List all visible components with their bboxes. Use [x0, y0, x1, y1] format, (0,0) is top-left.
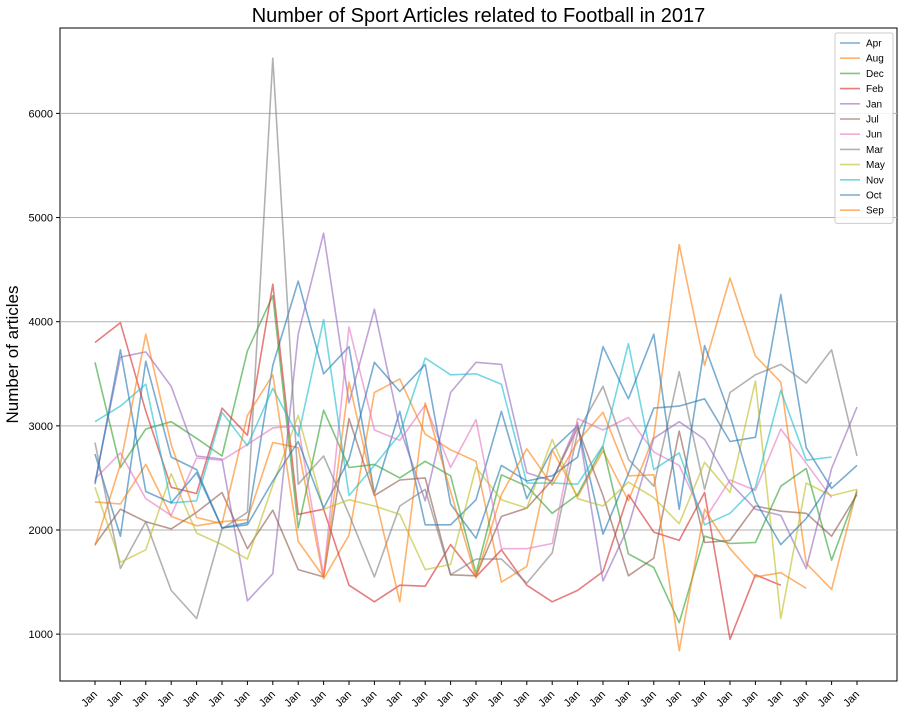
- x-tick-label: Jan: [663, 689, 684, 710]
- x-tick-label: Jan: [358, 689, 379, 710]
- series-line-feb: [94, 283, 782, 641]
- series-line-nov: [94, 318, 832, 526]
- x-tick-label: Jan: [130, 689, 151, 710]
- x-tick-label: Jan: [231, 689, 252, 710]
- x-tick-label: Jan: [409, 689, 430, 710]
- series-line-jun: [94, 326, 833, 577]
- x-tick-label: Jan: [638, 689, 659, 710]
- x-tick-label: Jan: [104, 689, 125, 710]
- x-tick-label: Jan: [714, 689, 735, 710]
- x-tick-label: Jan: [739, 689, 760, 710]
- x-tick-label: Jan: [333, 689, 354, 710]
- y-tick-label: 3000: [29, 421, 53, 433]
- x-tick-label: Jan: [282, 689, 303, 710]
- y-tick-label: 6000: [29, 108, 53, 120]
- legend-box: [834, 32, 894, 224]
- y-tick-label: 5000: [29, 213, 53, 225]
- x-tick-label: Jan: [257, 689, 278, 710]
- x-tick-label: Jan: [384, 689, 405, 710]
- grid-lines: [60, 112, 897, 635]
- legend-label-aug: Aug: [866, 54, 884, 65]
- x-tick-label: Jan: [435, 689, 456, 710]
- y-tick-label: 4000: [29, 317, 53, 329]
- plot-frame: [59, 27, 898, 682]
- y-axis-label: Number of articles: [3, 286, 22, 424]
- legend-label-dec: Dec: [866, 69, 884, 80]
- legend-label-nov: Nov: [866, 175, 884, 186]
- x-tick-label: Jan: [587, 689, 608, 710]
- series-line-sep: [94, 333, 807, 652]
- x-tick-label: Jan: [536, 689, 557, 710]
- legend-label-mar: Mar: [866, 145, 884, 156]
- legend-label-sep: Sep: [866, 206, 884, 217]
- y-tick-label: 1000: [29, 629, 53, 641]
- x-tick-label: Jan: [485, 689, 506, 710]
- legend[interactable]: Apr Aug Dec Feb Jan Jul Jun Mar May Nov Oct Sep: [834, 32, 894, 224]
- x-tick-label: Jan: [511, 689, 532, 710]
- x-tick-label: Jan: [841, 689, 862, 710]
- legend-label-jul: Jul: [866, 115, 879, 126]
- y-tick-label: 2000: [29, 525, 53, 537]
- series-line-jan: [94, 232, 858, 602]
- legend-label-apr: Apr: [866, 39, 882, 50]
- series-line-dec: [94, 294, 858, 624]
- x-tick-label: Jan: [206, 689, 227, 710]
- legend-label-jan: Jan: [866, 99, 882, 110]
- legend-label-oct: Oct: [866, 191, 882, 202]
- x-tick-label: Jan: [689, 689, 710, 710]
- legend-label-jun: Jun: [866, 130, 882, 141]
- x-tick-label: Jan: [562, 689, 583, 710]
- chart-title: Number of Sport Articles related to Foot…: [252, 5, 706, 27]
- x-tick-label: Jan: [816, 689, 837, 710]
- legend-label-feb: Feb: [866, 84, 884, 95]
- series-line-oct: [94, 333, 833, 546]
- x-tick-label: Jan: [181, 689, 202, 710]
- series-lines: [94, 57, 858, 652]
- x-tick-label: Jan: [79, 689, 100, 710]
- x-tick-label: Jan: [155, 689, 176, 710]
- x-tick-label: Jan: [765, 689, 786, 710]
- series-line-mar: [94, 57, 858, 620]
- x-tick-label: Jan: [460, 689, 481, 710]
- x-tick-label: Jan: [790, 689, 811, 710]
- legend-label-may: May: [866, 160, 885, 171]
- x-tick-label: Jan: [612, 689, 633, 710]
- x-tick-label: Jan: [308, 689, 329, 710]
- series-line-may: [94, 380, 858, 620]
